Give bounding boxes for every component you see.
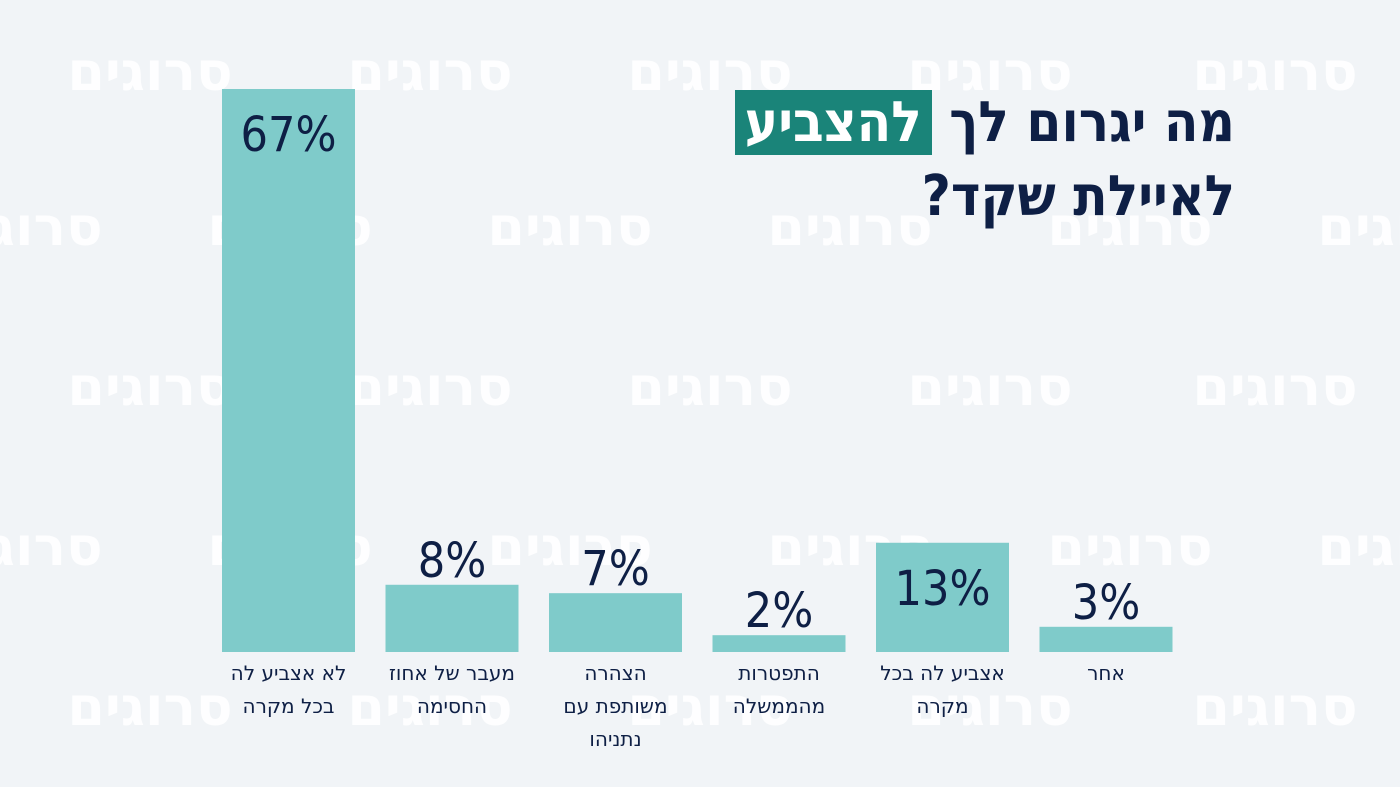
watermark-text: סרוגים — [627, 355, 792, 418]
category-label-line: החסימה — [417, 694, 487, 718]
title-highlight: להצביע — [734, 90, 932, 155]
watermark-text: סרוגים — [487, 515, 652, 578]
chart-title: מה יגרום לך להצביע לאיילת שקד? — [734, 86, 1235, 234]
category-label-line: אצביע לה בכל — [880, 661, 1004, 685]
category-label-line: מהממשלה — [733, 694, 825, 718]
watermark-text: סרוגים — [1317, 515, 1400, 578]
bar — [1039, 626, 1173, 652]
bar — [876, 542, 1009, 652]
category-label: הצהרה משותפת עם נתניהו — [563, 661, 667, 751]
category-label: אצביע לה בכל מקרה — [880, 661, 1004, 718]
watermark-text: סרוגים — [907, 355, 1072, 418]
category-label: התפטרות מהממשלה — [733, 661, 825, 718]
category-label-line: הצהרה — [584, 661, 646, 685]
bar — [712, 635, 846, 652]
watermark-text: סרוגים — [0, 195, 103, 258]
watermark-text: סרוגים — [627, 675, 792, 738]
watermark-text: סרוגים — [67, 675, 232, 738]
bar — [385, 584, 519, 652]
watermark-text: סרוגים — [1047, 515, 1212, 578]
bar-value-label: 7% — [581, 541, 650, 597]
category-label-line: אחר — [1087, 661, 1125, 685]
watermark-text: סרוגים — [67, 355, 232, 418]
watermark-text: סרוגים — [347, 675, 512, 738]
title-line-2: לאיילת שקד? — [921, 164, 1235, 229]
bar-value-label: 2% — [745, 583, 814, 639]
category-label-line: לא אצביע לה — [231, 661, 347, 685]
category-label: לא אצביע לה בכל מקרה — [231, 661, 347, 718]
bar-value-label: 3% — [1072, 575, 1141, 631]
watermark-text: סרוגים — [907, 40, 1072, 103]
bar — [549, 593, 682, 652]
category-label: מעבר של אחוז החסימה — [389, 661, 515, 718]
category-label-line: מקרה — [916, 694, 968, 718]
bar-value-label: 8% — [418, 533, 487, 589]
watermark-text: סרוגים — [67, 40, 232, 103]
category-label: אחר — [1087, 661, 1125, 685]
watermark-text: סרוגים — [1317, 195, 1400, 258]
watermark-text: סרוגים — [487, 195, 652, 258]
category-label-line: נתניהו — [589, 727, 641, 751]
category-label-line: מעבר של אחוז — [389, 661, 515, 685]
watermark-text: סרוגים — [907, 675, 1072, 738]
category-label-line: התפטרות — [738, 661, 820, 685]
watermark-text: סרוגים — [1192, 355, 1357, 418]
watermark-text: סרוגים — [347, 40, 512, 103]
bar — [222, 89, 355, 652]
bar-value-label: 13% — [895, 561, 991, 617]
category-label-line: משותפת עם — [563, 694, 667, 718]
watermark-text: סרוגים — [767, 195, 932, 258]
watermark-text: סרוגים — [1047, 195, 1212, 258]
watermark-text: סרוגים — [1192, 40, 1357, 103]
watermark-text: סרוגים — [1192, 675, 1357, 738]
watermark-text: סרוגים — [347, 355, 512, 418]
watermark-text: סרוגים — [0, 515, 103, 578]
category-label-line: בכל מקרה — [243, 694, 335, 718]
title-text-start: מה יגרום לך — [931, 90, 1235, 155]
title-line-1: מה יגרום לך להצביע — [734, 86, 1235, 160]
bar-value-label: 67% — [241, 107, 337, 163]
